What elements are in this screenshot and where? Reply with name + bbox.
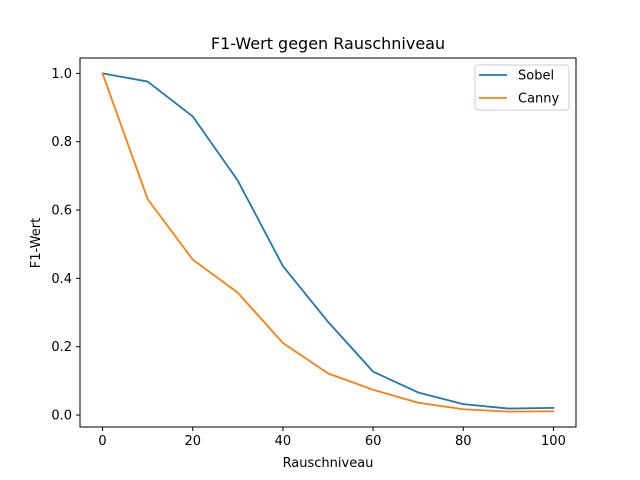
x-tick-label: 60 bbox=[365, 434, 382, 449]
chart-title: F1-Wert gegen Rauschniveau bbox=[211, 34, 445, 53]
x-tick-label: 100 bbox=[541, 434, 566, 449]
y-tick-label: 0.8 bbox=[51, 135, 72, 150]
y-axis-label: F1-Wert bbox=[29, 218, 44, 268]
plot-lines bbox=[101, 72, 555, 413]
y-tick-label: 0.4 bbox=[51, 272, 72, 287]
y-tick-label: 0.0 bbox=[51, 409, 72, 424]
x-tick-label: 20 bbox=[184, 434, 201, 449]
legend-label-sobel: Sobel bbox=[518, 69, 554, 84]
x-tick-label: 40 bbox=[275, 434, 292, 449]
legend-label-canny: Canny bbox=[518, 92, 560, 107]
legend: Sobel Canny bbox=[474, 64, 570, 111]
plot-area-frame bbox=[79, 57, 577, 428]
x-tick-label: 80 bbox=[455, 434, 472, 449]
x-axis-ticks: 0 20 40 60 80 100 bbox=[98, 427, 566, 449]
y-axis-ticks: 0.0 0.2 0.4 0.6 0.8 1.0 bbox=[51, 67, 80, 424]
y-tick-label: 0.6 bbox=[51, 204, 72, 219]
series-line-canny bbox=[101, 72, 555, 413]
y-tick-label: 1.0 bbox=[51, 67, 72, 82]
x-tick-label: 0 bbox=[98, 434, 106, 449]
y-tick-label: 0.2 bbox=[51, 340, 72, 355]
x-axis-label: Rauschniveau bbox=[283, 456, 374, 471]
series-line-sobel bbox=[101, 72, 555, 410]
